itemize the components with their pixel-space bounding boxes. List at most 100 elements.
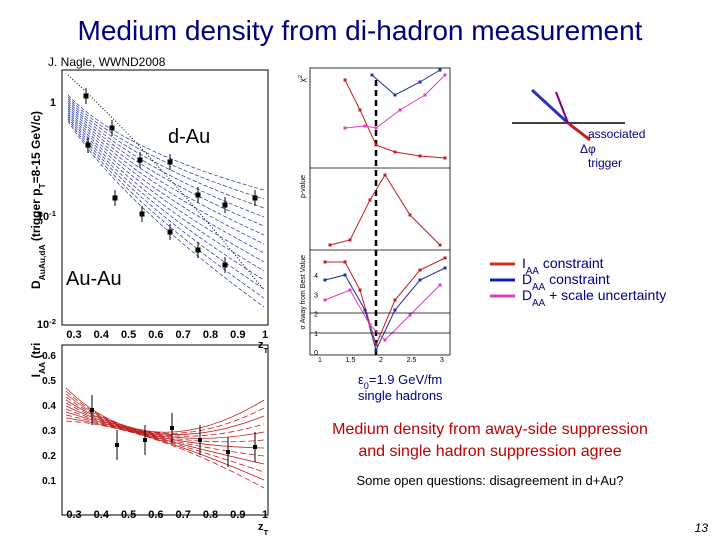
model-curve xyxy=(67,108,265,254)
page-number: 13 xyxy=(695,521,709,535)
marker xyxy=(418,268,422,272)
y-axis-label: DAuAu,dA (trigger pT=8-15 GeV/c) xyxy=(29,111,47,289)
model-curve xyxy=(65,396,265,437)
title: Medium density from di-hadron measuremen… xyxy=(78,15,643,46)
y-tick-label: 10-2 xyxy=(37,317,56,332)
model-curve xyxy=(67,100,265,218)
text-part: χ xyxy=(298,77,307,82)
text-part: AA xyxy=(532,298,546,309)
x-axis-label: zT xyxy=(258,521,269,537)
tick-label: 0.6 xyxy=(42,351,56,362)
marker xyxy=(438,283,442,287)
marker xyxy=(443,156,447,160)
marker xyxy=(323,260,327,264)
text-part: AuAu,dA xyxy=(37,245,47,281)
marker xyxy=(443,256,447,260)
tick-label: 0.8 xyxy=(203,509,218,521)
model-curve xyxy=(65,420,265,489)
marker xyxy=(328,243,332,247)
tick-label: 1.5 xyxy=(346,357,356,364)
pvalue-curve xyxy=(329,174,441,246)
plot-frame xyxy=(61,69,269,326)
model-curve xyxy=(67,112,265,272)
tick-label: 0.6 xyxy=(148,509,163,521)
conclusion: and single hadron suppression agree xyxy=(358,443,621,460)
tick-label: 0.7 xyxy=(176,329,191,341)
model-curve xyxy=(67,110,265,263)
tick-label: 0.3 xyxy=(66,329,81,341)
text-part: -2 xyxy=(49,317,56,326)
text-part: constraint xyxy=(539,255,604,271)
marker xyxy=(393,308,397,312)
tick-label: 0.8 xyxy=(203,329,218,341)
tick-label: 0.1 xyxy=(42,476,56,487)
chi2-curve xyxy=(344,74,446,129)
chi2-curve xyxy=(371,69,441,96)
tick-label: 0.4 xyxy=(42,401,56,412)
text-part: + scale uncertainty xyxy=(545,287,666,303)
text-part: T xyxy=(37,183,47,189)
text-part: (tri xyxy=(29,343,43,362)
trigger-label: trigger xyxy=(588,156,622,170)
model-curve xyxy=(65,402,265,443)
tick-label: 0.4 xyxy=(94,509,110,521)
marker xyxy=(323,278,327,282)
marker xyxy=(438,68,442,72)
chi2-curve xyxy=(344,79,446,159)
text-part: ε xyxy=(358,372,364,387)
marker xyxy=(383,173,387,177)
marker xyxy=(348,238,352,242)
model-curve xyxy=(65,405,265,449)
text-part: AA xyxy=(37,362,47,374)
text-part: =1.9 GeV/fm xyxy=(369,372,442,387)
model-curve xyxy=(67,96,265,200)
tick-label: 0.5 xyxy=(42,376,56,387)
tick-label: 0 xyxy=(314,350,318,357)
marker xyxy=(383,338,387,342)
marker xyxy=(368,198,372,202)
text-part: D xyxy=(522,287,532,303)
model-curve xyxy=(67,120,265,308)
dphi-label: Δφ xyxy=(580,142,596,156)
marker xyxy=(393,298,397,302)
model-curve xyxy=(67,114,265,281)
y-tick-label: 1 xyxy=(50,97,56,109)
marker xyxy=(408,213,412,217)
question: Some open questions: disagreement in d+A… xyxy=(356,473,623,488)
arrow xyxy=(555,91,569,124)
legend-entry: DAA constraint xyxy=(522,271,610,293)
marker xyxy=(343,78,347,82)
auau-label: Au-Au xyxy=(66,268,122,290)
marker xyxy=(393,93,397,97)
marker xyxy=(358,108,362,112)
text-part: -1 xyxy=(49,209,57,218)
single-hadrons: single hadrons xyxy=(358,388,443,403)
text-part: T xyxy=(264,346,269,355)
tick-label: 3 xyxy=(314,292,318,299)
text-part: 10 xyxy=(37,211,49,223)
marker xyxy=(374,343,378,347)
marker xyxy=(363,308,367,312)
marker xyxy=(408,313,412,317)
tick-label: 1 xyxy=(314,331,318,338)
marker xyxy=(374,126,378,130)
model-curve xyxy=(67,74,265,291)
marker xyxy=(443,266,447,270)
tick-label: 0.3 xyxy=(66,509,81,521)
conclusion: Medium density from away-side suppressio… xyxy=(332,421,648,438)
text-part: T xyxy=(264,528,269,537)
text-part: (trigger p xyxy=(29,189,43,245)
tick-label: 1 xyxy=(318,357,322,364)
text-part: 0 xyxy=(364,381,369,391)
legend-entry: IAA constraint xyxy=(522,255,604,277)
tick-label: 1 xyxy=(262,329,268,341)
text-part: AA xyxy=(526,266,540,277)
model-curve xyxy=(65,408,265,457)
x-tick-labels: 0.3 0.4 0.5 0.6 0.7 0.8 0.9 1 xyxy=(66,329,268,341)
model-curve xyxy=(67,104,265,236)
model-curve xyxy=(67,102,265,227)
text-part: =8-15 GeV/c) xyxy=(29,111,43,183)
